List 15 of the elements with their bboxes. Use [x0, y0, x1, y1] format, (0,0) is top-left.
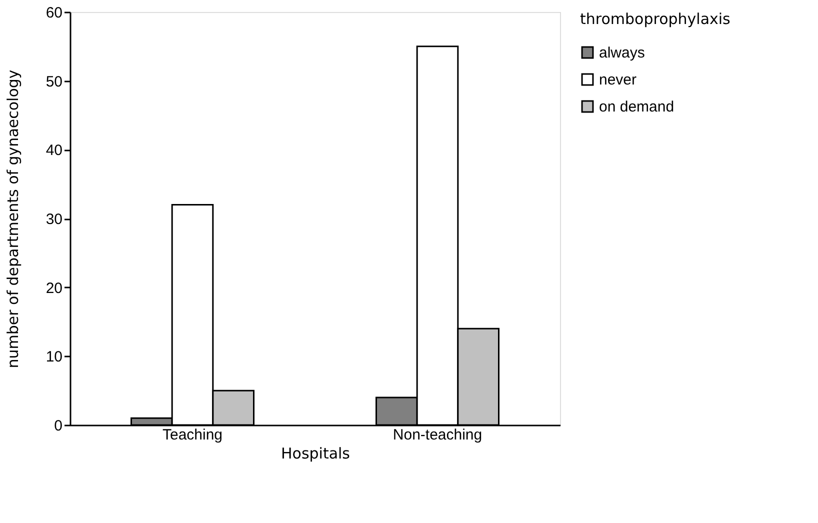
y-tick-label: 60 [46, 4, 62, 22]
y-tick-label: 50 [46, 73, 62, 90]
y-axis-title: number of departments of gynaecology [4, 70, 22, 368]
legend-title: thromboprophylaxis [580, 10, 731, 28]
y-tick-label: 10 [46, 348, 62, 366]
y-tick-label: 40 [46, 142, 62, 160]
legend-label: always [599, 44, 645, 62]
x-tick-label: Non-teaching [392, 426, 482, 444]
legend-label: never [599, 72, 637, 88]
y-tick-label: 20 [46, 280, 62, 297]
x-tick-label: Teaching [162, 426, 223, 444]
y-tick-label: 0 [54, 418, 62, 434]
x-axis-title: Hospitals [280, 444, 350, 462]
y-tick-label: 30 [46, 211, 62, 228]
legend-label: on demand [599, 98, 674, 116]
